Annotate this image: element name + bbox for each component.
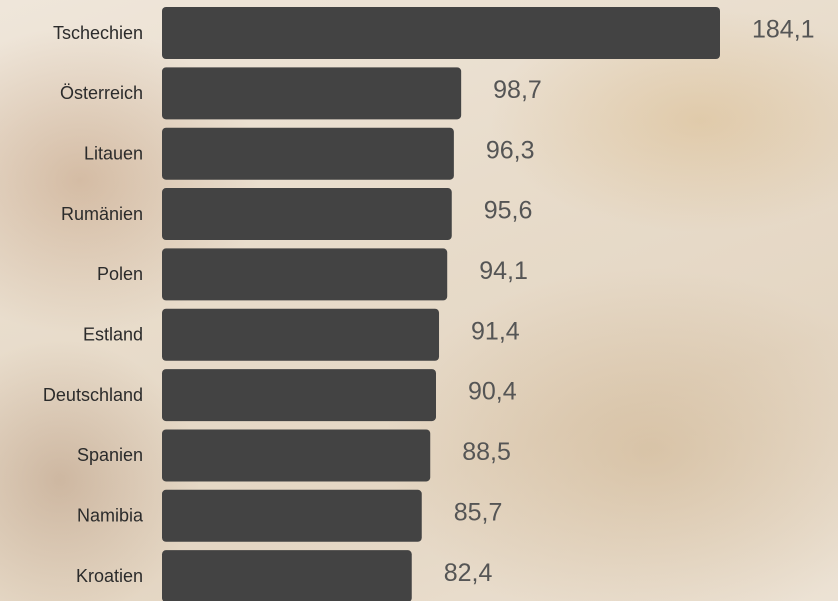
value-label: 82,4	[444, 559, 493, 587]
bar	[162, 309, 439, 361]
value-label: 184,1	[752, 16, 815, 44]
category-label: Rumänien	[61, 204, 143, 224]
bar	[162, 188, 452, 240]
value-label: 88,5	[462, 438, 511, 466]
category-label: Spanien	[77, 445, 143, 465]
value-label: 90,4	[468, 378, 517, 406]
category-label: Deutschland	[43, 385, 143, 405]
bar	[162, 248, 447, 300]
value-label: 98,7	[493, 76, 542, 104]
bar	[162, 429, 430, 481]
category-label: Österreich	[60, 83, 143, 103]
page: Tschechien 184,1 Österreich 98,7 Litauen 96,3…	[0, 0, 838, 601]
value-label: 94,1	[479, 257, 528, 285]
bar	[162, 369, 436, 421]
value-label: 95,6	[484, 197, 533, 225]
bar	[162, 550, 412, 601]
value-label: 96,3	[486, 136, 535, 164]
category-label: Tschechien	[53, 23, 143, 43]
bar	[162, 7, 720, 59]
value-label: 91,4	[471, 317, 520, 345]
chart: Tschechien 184,1 Österreich 98,7 Litauen 96,3…	[0, 0, 838, 601]
bar	[162, 67, 461, 119]
category-label: Litauen	[84, 143, 143, 163]
category-label: Kroatien	[76, 566, 143, 586]
category-label: Polen	[97, 264, 143, 284]
bar	[162, 128, 454, 180]
category-label: Namibia	[77, 506, 144, 526]
value-label: 85,7	[454, 498, 503, 526]
category-label: Estland	[83, 325, 143, 345]
bar	[162, 490, 422, 542]
